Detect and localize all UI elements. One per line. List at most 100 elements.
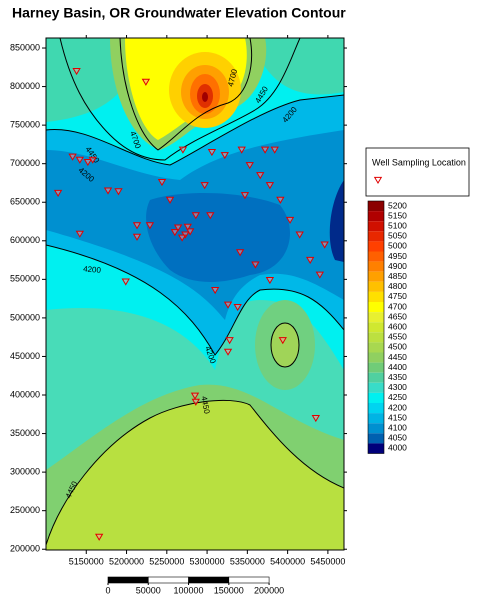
colorbar-swatch	[368, 342, 384, 353]
legend-label: Well Sampling Location	[372, 157, 466, 167]
x-tick-label: 5200000	[109, 556, 144, 566]
colorbar-label: 4150	[388, 412, 407, 422]
colorbar-label: 4650	[388, 311, 407, 321]
scale-label: 200000	[254, 585, 284, 595]
well-marker	[121, 278, 130, 286]
well-marker	[315, 271, 325, 279]
scale-segment	[228, 576, 270, 584]
colorbar-swatch	[368, 271, 384, 282]
legend	[365, 147, 470, 197]
well-marker	[210, 287, 220, 295]
well-marker	[191, 398, 200, 406]
colorbar-label: 4950	[388, 251, 407, 261]
y-tick-label: 700000	[10, 158, 40, 168]
x-tick-label: 5450000	[310, 556, 345, 566]
contour-label: 4450	[199, 395, 211, 415]
y-tick-label: 400000	[10, 389, 40, 399]
colorbar-swatch	[368, 281, 384, 292]
y-tick-label: 850000	[10, 42, 40, 52]
well-marker	[53, 189, 63, 197]
well-marker	[233, 303, 242, 312]
colorbar-swatch	[368, 392, 384, 403]
colorbar-swatch	[368, 382, 384, 393]
colorbar-label: 4050	[388, 433, 407, 443]
colorbar-label: 4750	[388, 291, 407, 301]
x-tick-label: 5400000	[270, 556, 305, 566]
well-marker	[165, 196, 175, 204]
well-marker	[260, 146, 270, 154]
well-marker	[114, 188, 123, 196]
well-marker	[173, 224, 183, 232]
well-marker	[225, 337, 234, 345]
colorbar-swatch	[368, 352, 384, 363]
well-marker	[220, 152, 229, 160]
well-marker	[305, 256, 315, 265]
well-marker	[276, 196, 285, 204]
colorbar-label: 5100	[388, 221, 407, 231]
well-marker	[177, 234, 187, 242]
colorbar-swatch	[368, 241, 384, 252]
well-marker	[285, 216, 295, 224]
colorbar-swatch	[368, 261, 384, 272]
colorbar-label: 4100	[388, 423, 407, 433]
scale-label: 0	[105, 585, 110, 595]
scale-segment	[188, 576, 230, 584]
colorbar-label: 4450	[388, 352, 407, 362]
colorbar-label: 4700	[388, 301, 407, 311]
colorbar-label: 4500	[388, 342, 407, 352]
y-tick-label: 350000	[10, 428, 40, 438]
well-marker	[207, 148, 217, 157]
colorbar-swatch	[368, 201, 384, 212]
colorbar-swatch	[368, 443, 384, 454]
well-marker	[320, 241, 329, 249]
colorbar-swatch	[368, 312, 384, 323]
well-marker	[132, 233, 142, 241]
well-marker	[178, 146, 188, 154]
colorbar-label: 4550	[388, 332, 407, 342]
colorbar-swatch	[368, 423, 384, 434]
well-marker	[237, 146, 246, 154]
colorbar-swatch	[368, 302, 384, 313]
well-marker	[191, 212, 200, 220]
colorbar-label: 5050	[388, 231, 407, 241]
colorbar-label: 4400	[388, 362, 407, 372]
well-marker	[245, 162, 254, 170]
well-marker	[145, 222, 155, 230]
well-marker	[88, 156, 97, 164]
y-tick-label: 800000	[10, 81, 40, 91]
colorbar-swatch	[368, 332, 384, 343]
colorbar-swatch	[368, 322, 384, 333]
y-tick-label: 200000	[10, 544, 40, 554]
colorbar-frame	[367, 200, 385, 454]
well-marker	[311, 415, 320, 423]
colorbar-label: 4850	[388, 271, 407, 281]
well-marker	[278, 337, 287, 345]
scale-label: 50000	[136, 585, 161, 595]
colorbar-label: 5200	[388, 200, 407, 210]
well-marker	[200, 182, 209, 190]
colorbar-label: 4900	[388, 261, 407, 271]
well-marker	[83, 159, 93, 167]
colorbar-label: 4800	[388, 281, 407, 291]
x-tick-label: 5300000	[190, 556, 225, 566]
contour-fill	[46, 38, 344, 550]
well-marker	[295, 231, 304, 239]
well-marker	[206, 212, 215, 220]
scale-segment	[107, 576, 149, 584]
well-marker	[240, 192, 250, 200]
colorbar-label: 4000	[388, 443, 407, 453]
colorbar-swatch	[368, 362, 384, 373]
y-tick-label: 300000	[10, 466, 40, 476]
y-tick-label: 750000	[10, 120, 40, 130]
colorbar-swatch	[368, 291, 384, 302]
well-marker	[132, 222, 142, 230]
colorbar-label: 4600	[388, 322, 407, 332]
y-tick-label: 250000	[10, 505, 40, 515]
colorbar-swatch	[368, 221, 384, 232]
well-marker	[265, 276, 275, 285]
well-marker	[183, 223, 192, 231]
colorbar-swatch	[368, 413, 384, 424]
colorbar-label: 5000	[388, 241, 407, 251]
colorbar-swatch	[368, 372, 384, 383]
x-tick-label: 5350000	[230, 556, 265, 566]
